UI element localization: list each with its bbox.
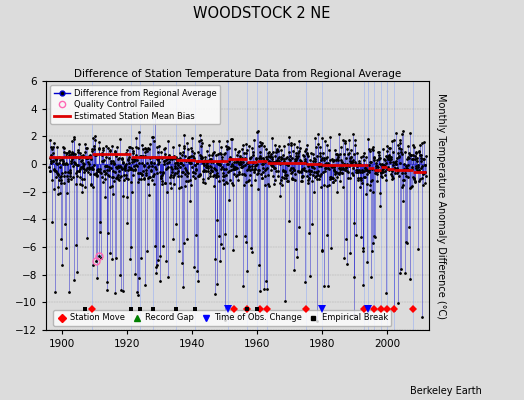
Title: Difference of Station Temperature Data from Regional Average: Difference of Station Temperature Data f… (74, 69, 401, 79)
Y-axis label: Monthly Temperature Anomaly Difference (°C): Monthly Temperature Anomaly Difference (… (436, 92, 446, 318)
Text: Berkeley Earth: Berkeley Earth (410, 386, 482, 396)
Legend: Station Move, Record Gap, Time of Obs. Change, Empirical Break: Station Move, Record Gap, Time of Obs. C… (53, 310, 391, 326)
Text: WOODSTOCK 2 NE: WOODSTOCK 2 NE (193, 6, 331, 21)
